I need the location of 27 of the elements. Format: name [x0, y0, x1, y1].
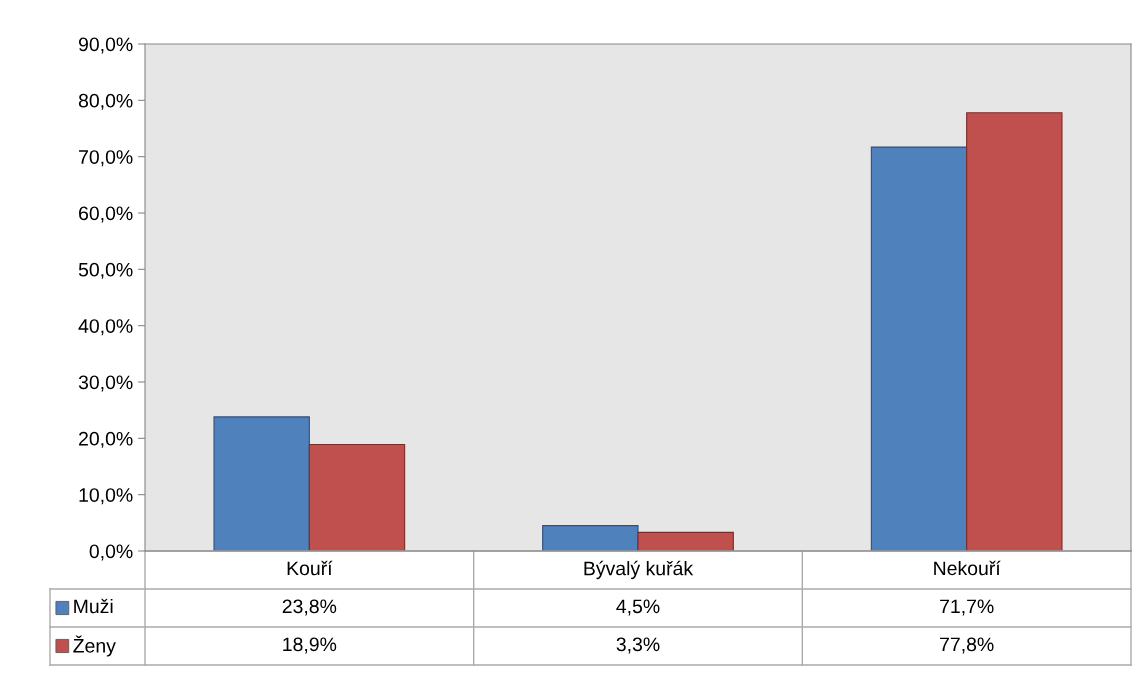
x-tick-label: Nekouří: [934, 560, 1001, 576]
legend-label: Muži: [74, 598, 113, 614]
y-tick-label: 10,0%: [79, 488, 133, 505]
data-label: 3,3%: [616, 637, 660, 654]
bar: [870, 146, 968, 551]
data-label: 18,9%: [283, 637, 337, 654]
y-tick-label: 50,0%: [78, 262, 133, 279]
bar: [308, 443, 406, 551]
data-label: 77,8%: [940, 637, 994, 654]
x-tick-label: Bývalý kuřák: [584, 560, 694, 580]
x-tick-label: Kouří: [287, 560, 333, 576]
bar: [542, 525, 639, 551]
y-tick-label: 30,0%: [78, 375, 133, 392]
bar: [213, 416, 310, 551]
y-tick-label: 90,0%: [78, 37, 133, 54]
y-tick-label: 70,0%: [79, 150, 133, 167]
data-label: 4,5%: [616, 599, 660, 616]
data-label: 71,7%: [940, 599, 994, 616]
y-tick-label: 40,0%: [78, 319, 133, 336]
data-label: 23,8%: [282, 599, 337, 616]
y-tick-label: 60,0%: [79, 206, 133, 223]
y-tick-label: 80,0%: [78, 93, 133, 110]
y-tick-label: 20,0%: [79, 431, 133, 448]
bar: [637, 531, 734, 551]
y-tick-label: 0,0%: [89, 544, 133, 561]
bar: [966, 112, 1063, 551]
legend-label: Ženy: [73, 635, 116, 657]
